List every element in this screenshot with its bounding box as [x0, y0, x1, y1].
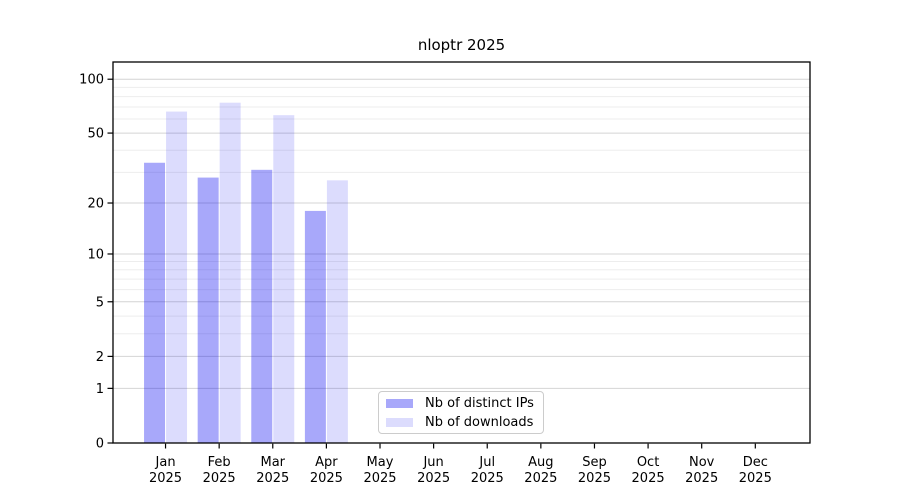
- x-tick-label-month: Nov: [689, 455, 715, 470]
- x-tick-label-month: Oct: [637, 455, 659, 470]
- x-tick-label-month: Aug: [528, 455, 553, 470]
- legend-swatch-downloads: [386, 417, 413, 427]
- y-tick-label: 50: [87, 127, 104, 142]
- y-tick-label: 20: [87, 197, 104, 212]
- x-tick-label-year: 2025: [149, 471, 182, 486]
- x-tick-label-month: Feb: [208, 455, 231, 470]
- y-tick-label: 2: [96, 350, 104, 365]
- x-tick-label-year: 2025: [256, 471, 289, 486]
- x-tick-label-year: 2025: [524, 471, 557, 486]
- x-tick-label-year: 2025: [310, 471, 343, 486]
- legend-item-downloads: Nb of downloads: [386, 415, 537, 430]
- y-tick-label: 10: [87, 247, 104, 262]
- bar-downloads-feb: [219, 102, 241, 443]
- y-tick-label: 100: [79, 73, 104, 88]
- bar-distinct-ips-feb: [197, 177, 219, 443]
- bar-distinct-ips-mar: [251, 169, 273, 443]
- chart-title: nloptr 2025: [417, 36, 506, 54]
- legend-swatch-distinct-ips: [386, 398, 413, 408]
- bar-downloads-jan: [166, 111, 188, 444]
- x-tick-label-year: 2025: [685, 471, 718, 486]
- x-tick-label-month: Jun: [422, 455, 443, 470]
- y-tick-label: 0: [96, 437, 104, 452]
- x-tick-label-month: Apr: [315, 455, 338, 470]
- bar-distinct-ips-apr: [304, 210, 326, 443]
- bar-downloads-apr: [326, 180, 348, 443]
- bar-downloads-mar: [273, 115, 295, 443]
- bar-distinct-ips-jan: [144, 162, 166, 443]
- x-tick-label-month: Mar: [261, 455, 286, 470]
- x-tick-label-month: Sep: [582, 455, 607, 470]
- x-tick-label-month: Jan: [155, 455, 176, 470]
- x-tick-label-year: 2025: [417, 471, 450, 486]
- x-tick-label-month: May: [367, 455, 394, 470]
- x-tick-label-month: Jul: [478, 455, 495, 470]
- legend: Nb of distinct IPs Nb of downloads: [378, 391, 544, 434]
- x-tick-label-year: 2025: [632, 471, 665, 486]
- legend-label-distinct-ips: Nb of distinct IPs: [425, 395, 534, 411]
- plot-frame: [112, 61, 811, 444]
- x-tick-label-year: 2025: [363, 471, 396, 486]
- x-tick-label-month: Dec: [743, 455, 768, 470]
- x-tick-label-year: 2025: [471, 471, 504, 486]
- x-tick-label-year: 2025: [203, 471, 236, 486]
- x-tick-label-year: 2025: [739, 471, 772, 486]
- legend-label-downloads: Nb of downloads: [425, 414, 534, 430]
- legend-item-distinct-ips: Nb of distinct IPs: [386, 396, 537, 411]
- x-tick-label-year: 2025: [578, 471, 611, 486]
- y-tick-label: 1: [96, 382, 104, 397]
- y-tick-label: 5: [96, 295, 104, 310]
